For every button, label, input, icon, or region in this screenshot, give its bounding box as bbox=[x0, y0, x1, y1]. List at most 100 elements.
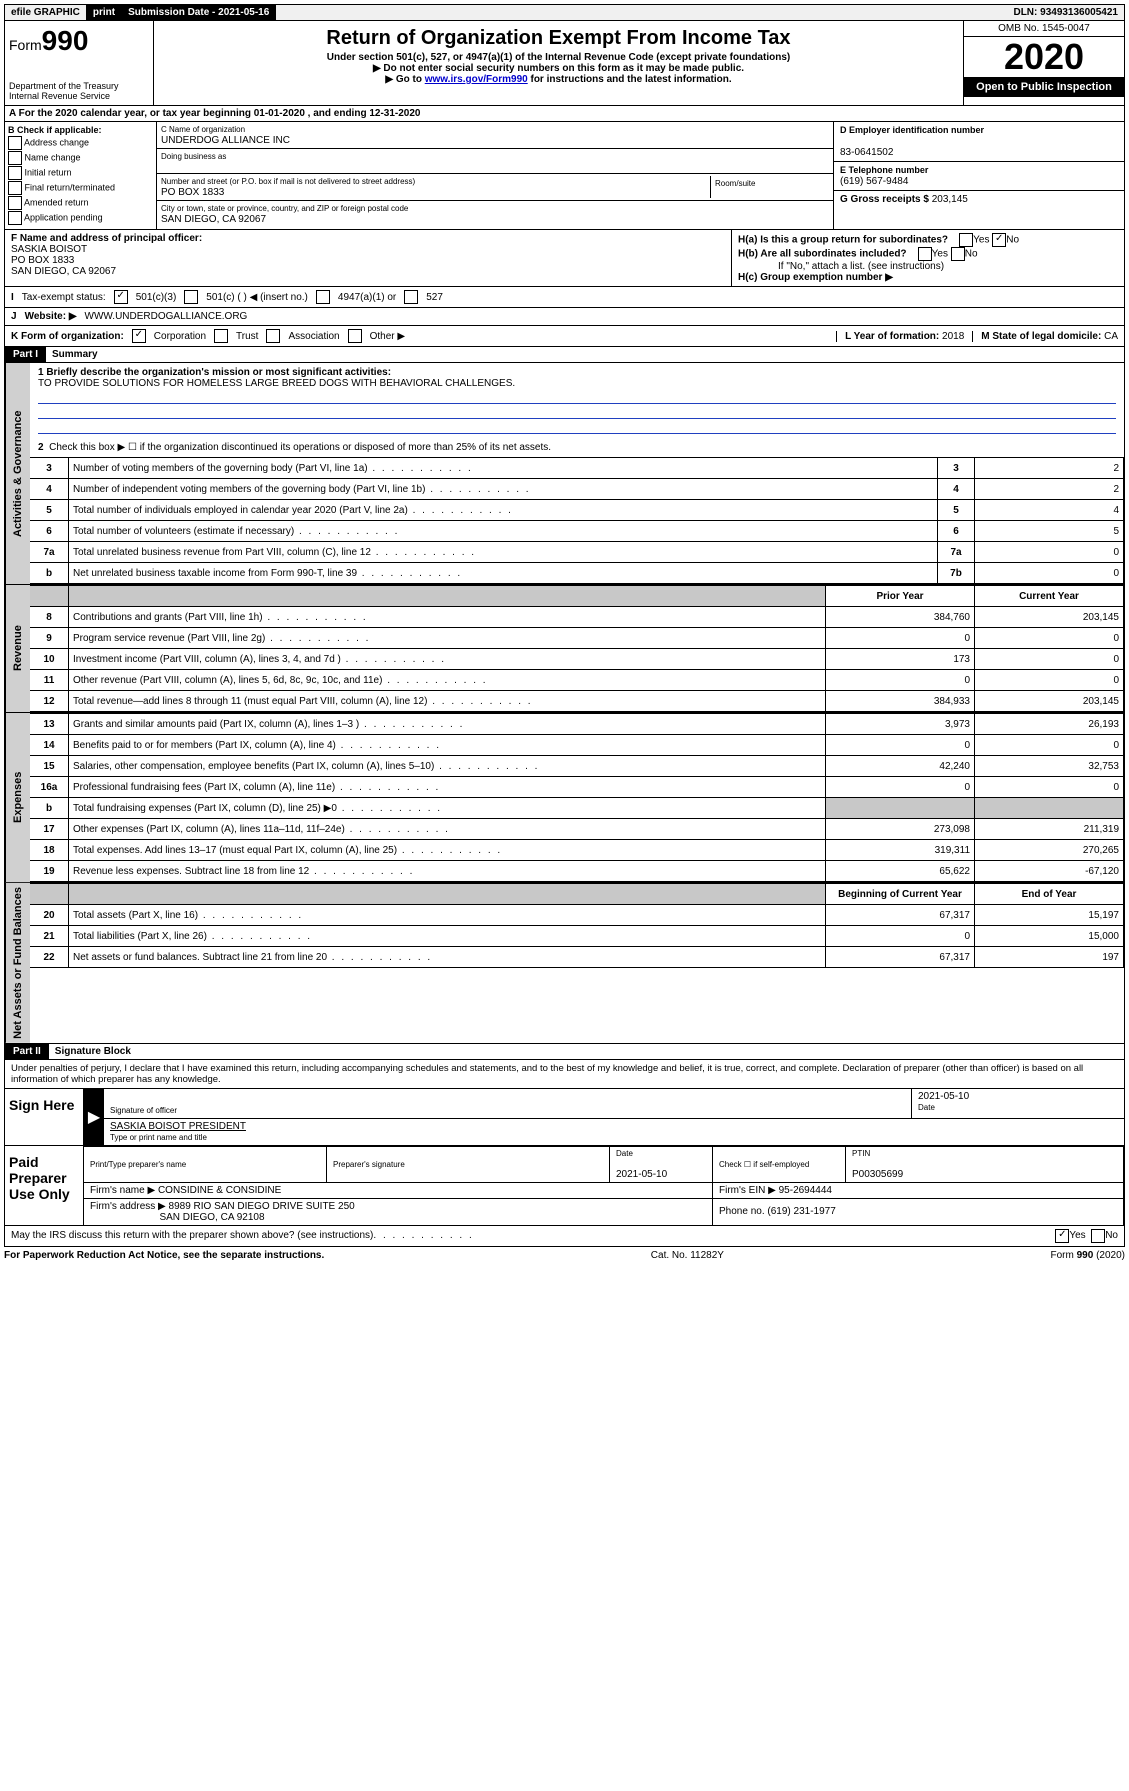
box-f: F Name and address of principal officer:… bbox=[5, 230, 732, 286]
addr-label: Number and street (or P.O. box if mail i… bbox=[161, 177, 415, 186]
org-name: UNDERDOG ALLIANCE INC bbox=[161, 135, 290, 146]
vtab-expenses: Expenses bbox=[5, 713, 30, 882]
netassets-table: Beginning of Current YearEnd of Year20To… bbox=[30, 883, 1124, 968]
part1-header: Part I Summary bbox=[4, 347, 1125, 363]
line-i: I Tax-exempt status: 501(c)(3) 501(c) ( … bbox=[4, 287, 1125, 308]
summary-table-top: 3Number of voting members of the governi… bbox=[30, 457, 1124, 584]
chk-corp[interactable] bbox=[132, 329, 146, 343]
subtitle-1: Under section 501(c), 527, or 4947(a)(1)… bbox=[158, 52, 959, 63]
chk-assoc[interactable] bbox=[266, 329, 280, 343]
print-button[interactable]: print bbox=[87, 5, 122, 20]
subtitle-2: ▶ Do not enter social security numbers o… bbox=[158, 63, 959, 74]
box-d: D Employer identification number 83-0641… bbox=[833, 122, 1124, 229]
perjury-statement: Under penalties of perjury, I declare th… bbox=[5, 1060, 1124, 1088]
omb-number: OMB No. 1545-0047 bbox=[964, 21, 1124, 37]
section-bcd: B Check if applicable: Address change Na… bbox=[4, 122, 1125, 230]
chk-527[interactable] bbox=[404, 290, 418, 304]
room-label: Room/suite bbox=[715, 179, 755, 188]
section-fh: F Name and address of principal officer:… bbox=[4, 230, 1125, 287]
chk-amended[interactable]: Amended return bbox=[8, 196, 153, 210]
ein-label: D Employer identification number bbox=[840, 125, 984, 135]
chk-final-return[interactable]: Final return/terminated bbox=[8, 181, 153, 195]
chk-initial-return[interactable]: Initial return bbox=[8, 166, 153, 180]
tel-value: (619) 567-9484 bbox=[840, 176, 908, 187]
paid-preparer-table: Print/Type preparer's name Preparer's si… bbox=[84, 1146, 1124, 1225]
chk-address-change[interactable]: Address change bbox=[8, 136, 153, 150]
subtitle-3: ▶ Go to www.irs.gov/Form990 for instruct… bbox=[158, 74, 959, 85]
line-j: J Website: ▶ WWW.UNDERDOGALLIANCE.ORG bbox=[4, 308, 1125, 326]
top-bar: efile GRAPHIC print Submission Date - 20… bbox=[4, 4, 1125, 21]
officer-addr2: SAN DIEGO, CA 92067 bbox=[11, 266, 116, 277]
chk-501c3[interactable] bbox=[114, 290, 128, 304]
tax-year: 2020 bbox=[964, 37, 1124, 77]
mission-text: TO PROVIDE SOLUTIONS FOR HOMELESS LARGE … bbox=[38, 378, 515, 389]
box-h: H(a) Is this a group return for subordin… bbox=[732, 230, 1124, 286]
part2-header: Part II Signature Block bbox=[4, 1044, 1125, 1060]
box-b: B Check if applicable: Address change Na… bbox=[5, 122, 157, 229]
paid-preparer-label: Paid Preparer Use Only bbox=[5, 1146, 84, 1225]
irs-link[interactable]: www.irs.gov/Form990 bbox=[425, 74, 528, 85]
vtab-revenue: Revenue bbox=[5, 585, 30, 712]
chk-name-change[interactable]: Name change bbox=[8, 151, 153, 165]
addr-value: PO BOX 1833 bbox=[161, 187, 224, 198]
paperwork-notice: For Paperwork Reduction Act Notice, see … bbox=[4, 1250, 324, 1261]
form-header: Form990 Department of the Treasury Inter… bbox=[4, 21, 1125, 106]
gross-label: G Gross receipts $ bbox=[840, 194, 929, 205]
vtab-netassets: Net Assets or Fund Balances bbox=[5, 883, 30, 1043]
chk-trust[interactable] bbox=[214, 329, 228, 343]
ptin: P00305699 bbox=[852, 1169, 903, 1180]
firm-addr1: 8989 RIO SAN DIEGO DRIVE SUITE 250 bbox=[169, 1201, 355, 1212]
q2-text: Check this box ▶ ☐ if the organization d… bbox=[49, 442, 551, 453]
firm-phone: (619) 231-1977 bbox=[767, 1206, 835, 1217]
officer-name: SASKIA BOISOT bbox=[11, 244, 87, 255]
open-to-public: Open to Public Inspection bbox=[964, 77, 1124, 97]
firm-addr2: SAN DIEGO, CA 92108 bbox=[159, 1212, 264, 1223]
irs-label: Internal Revenue Service bbox=[9, 91, 149, 101]
expenses-table: 13Grants and similar amounts paid (Part … bbox=[30, 713, 1124, 882]
page-footer: For Paperwork Reduction Act Notice, see … bbox=[4, 1247, 1125, 1264]
chk-501c[interactable] bbox=[184, 290, 198, 304]
part1-netassets: Net Assets or Fund Balances Beginning of… bbox=[4, 883, 1125, 1044]
chk-app-pending[interactable]: Application pending bbox=[8, 211, 153, 225]
efile-label: efile GRAPHIC bbox=[5, 5, 87, 20]
firm-ein: 95-2694444 bbox=[779, 1185, 832, 1196]
sign-here-label: Sign Here bbox=[5, 1089, 84, 1145]
firm-name: CONSIDINE & CONSIDINE bbox=[158, 1185, 281, 1196]
gross-value: 203,145 bbox=[932, 194, 968, 205]
part1-expenses: Expenses 13Grants and similar amounts pa… bbox=[4, 713, 1125, 883]
discuss-yes[interactable] bbox=[1055, 1229, 1069, 1243]
box-c: C Name of organization UNDERDOG ALLIANCE… bbox=[157, 122, 833, 229]
city-value: SAN DIEGO, CA 92067 bbox=[161, 214, 266, 225]
ein-value: 83-0641502 bbox=[840, 147, 893, 158]
submission-date: Submission Date - 2021-05-16 bbox=[122, 5, 276, 20]
row-a-period: A For the 2020 calendar year, or tax yea… bbox=[4, 106, 1125, 122]
arrow-icon: ▶ bbox=[84, 1089, 104, 1145]
revenue-table: Prior YearCurrent Year8Contributions and… bbox=[30, 585, 1124, 712]
sig-officer-label: Signature of officer bbox=[110, 1106, 177, 1115]
discuss-row: May the IRS discuss this return with the… bbox=[4, 1226, 1125, 1247]
q1-label: 1 Briefly describe the organization's mi… bbox=[38, 367, 391, 378]
form-number: Form990 bbox=[9, 25, 149, 57]
form-title: Return of Organization Exempt From Incom… bbox=[158, 27, 959, 50]
city-label: City or town, state or province, country… bbox=[161, 204, 408, 213]
vtab-governance: Activities & Governance bbox=[5, 363, 30, 584]
org-name-label: C Name of organization bbox=[161, 125, 245, 134]
sig-date-1: 2021-05-10 bbox=[918, 1091, 969, 1102]
tel-label: E Telephone number bbox=[840, 165, 928, 175]
part1-revenue: Revenue Prior YearCurrent Year8Contribut… bbox=[4, 585, 1125, 713]
form-ref: Form 990 (2020) bbox=[1051, 1250, 1125, 1261]
typed-name: SASKIA BOISOT PRESIDENT bbox=[110, 1121, 246, 1132]
website-value: WWW.UNDERDOGALLIANCE.ORG bbox=[85, 311, 248, 322]
signature-block: Under penalties of perjury, I declare th… bbox=[4, 1060, 1125, 1226]
discuss-no[interactable] bbox=[1091, 1229, 1105, 1243]
state-domicile: CA bbox=[1104, 331, 1118, 342]
chk-4947[interactable] bbox=[316, 290, 330, 304]
officer-addr1: PO BOX 1833 bbox=[11, 255, 74, 266]
dln: DLN: 93493136005421 bbox=[1007, 5, 1124, 20]
chk-other[interactable] bbox=[348, 329, 362, 343]
line-k: K Form of organization: Corporation Trus… bbox=[4, 326, 1125, 347]
cat-no: Cat. No. 11282Y bbox=[651, 1250, 724, 1261]
dba-label: Doing business as bbox=[161, 152, 226, 161]
part1-governance: Activities & Governance 1 Briefly descri… bbox=[4, 363, 1125, 585]
year-formation: 2018 bbox=[942, 331, 964, 342]
